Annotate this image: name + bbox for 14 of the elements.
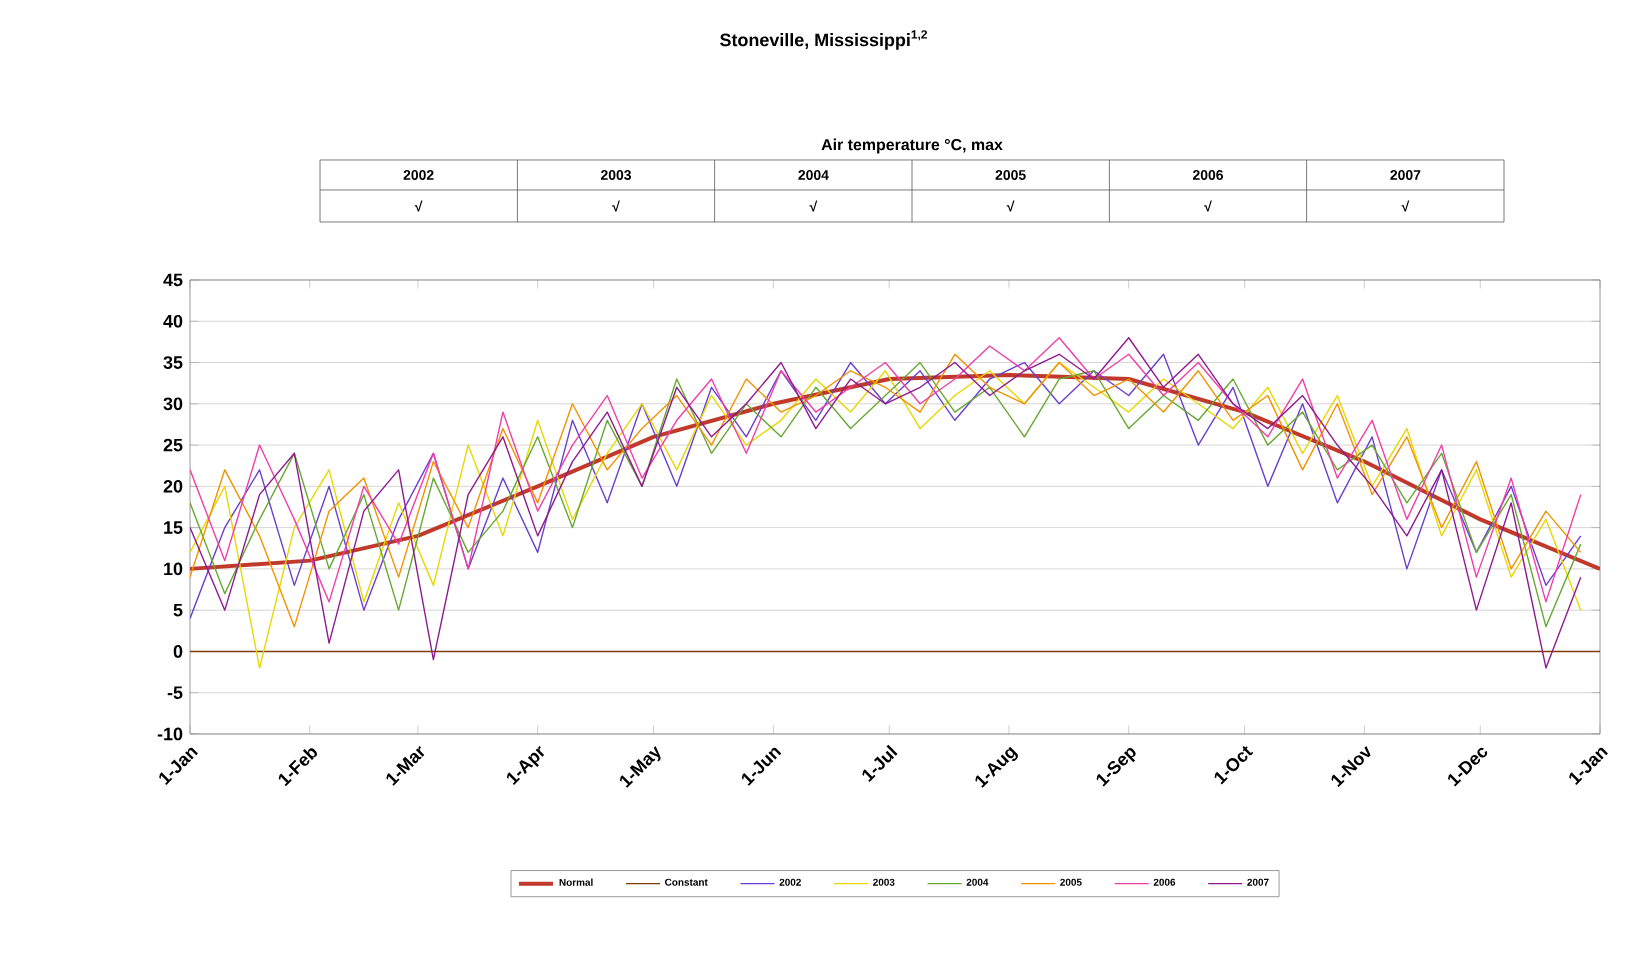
y-tick-label: 15	[164, 521, 183, 534]
y-tick-label: 0	[173, 645, 183, 658]
y-tick-label: 5	[173, 603, 183, 617]
y-tick-label: 10	[164, 562, 183, 576]
y-tick-label: 25	[163, 438, 183, 452]
y-tick-label: 20	[163, 479, 183, 493]
line-series	[190, 372, 1601, 571]
y-tick-label: -5	[167, 686, 183, 699]
y-tick-label: 30	[163, 397, 183, 411]
chart-title: Stoneville, Mississippi$^{1,2}$	[720, 30, 928, 50]
y-tick-label: -10	[157, 727, 183, 741]
y-tick-label: 40	[163, 314, 183, 328]
y-tick-label: 45	[163, 273, 183, 287]
y-tick-label: 35	[163, 356, 183, 369]
